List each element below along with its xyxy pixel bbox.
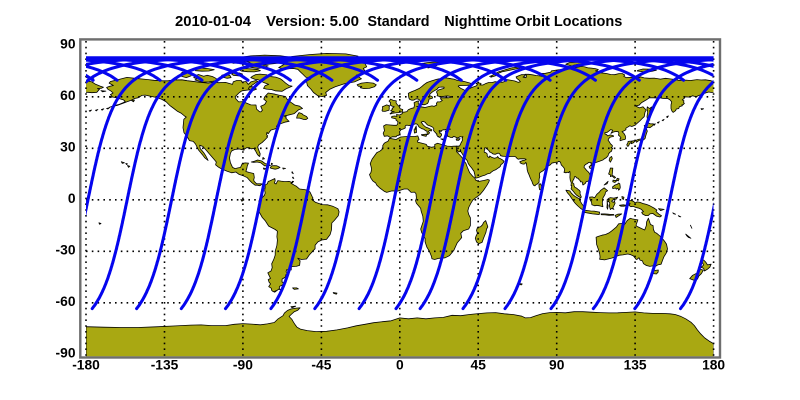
svg-text:Nighttime Orbit Locations: Nighttime Orbit Locations xyxy=(444,13,622,30)
svg-text:-45: -45 xyxy=(311,358,331,373)
svg-text:2010-01-04: 2010-01-04 xyxy=(175,13,252,30)
svg-text:Standard: Standard xyxy=(368,13,430,30)
svg-text:30: 30 xyxy=(60,140,76,155)
svg-text:135: 135 xyxy=(624,358,647,373)
svg-text:-60: -60 xyxy=(56,294,76,309)
svg-text:60: 60 xyxy=(60,88,76,103)
svg-text:-90: -90 xyxy=(233,358,253,373)
svg-text:-90: -90 xyxy=(56,346,76,361)
svg-text:90: 90 xyxy=(549,358,565,373)
svg-text:Version: 5.00: Version: 5.00 xyxy=(266,13,359,30)
svg-text:-180: -180 xyxy=(72,358,100,373)
svg-text:-135: -135 xyxy=(151,358,179,373)
svg-text:-30: -30 xyxy=(56,243,76,258)
svg-text:45: 45 xyxy=(471,358,487,373)
svg-text:0: 0 xyxy=(68,191,76,206)
svg-text:90: 90 xyxy=(60,37,76,52)
svg-text:0: 0 xyxy=(396,358,404,373)
svg-text:180: 180 xyxy=(702,358,725,373)
